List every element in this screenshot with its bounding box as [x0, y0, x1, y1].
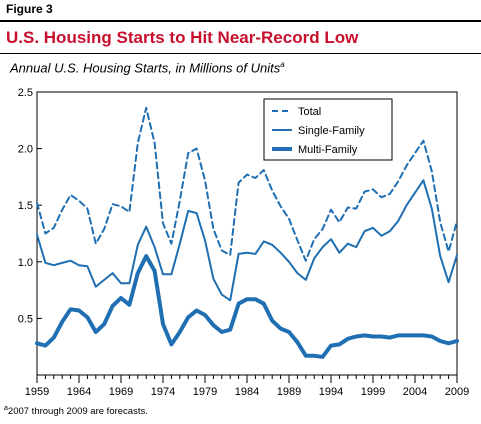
subtitle-text: Annual U.S. Housing Starts, in Millions … [10, 60, 281, 76]
footnote: a2007 through 2009 are forecasts. [4, 405, 148, 417]
title-rule [0, 53, 481, 54]
series-line-single-family [36, 179, 458, 302]
chart-legend: Total Single-Family Multi-Family [263, 98, 393, 161]
figure-label: Figure 3 [6, 2, 53, 16]
footnote-mark: a [4, 405, 8, 412]
x-tick-label: 1979 [193, 386, 217, 398]
subtitle-footnote-mark: a [280, 60, 285, 69]
top-rule [0, 20, 481, 22]
x-tick-label: 1959 [25, 386, 49, 398]
legend-label-total: Total [298, 106, 321, 118]
y-tick-label: 2.5 [18, 87, 33, 99]
x-tick-label: 1969 [109, 386, 133, 398]
x-tick-label: 2004 [403, 386, 427, 398]
x-tick-label: 1989 [277, 386, 301, 398]
x-tick-label: 1964 [67, 386, 91, 398]
footnote-text: 2007 through 2009 are forecasts. [7, 406, 148, 418]
y-tick-label: 2.0 [18, 144, 33, 156]
legend-label-multi-family: Multi-Family [298, 144, 358, 156]
chart-subtitle: Annual U.S. Housing Starts, in Millions … [10, 60, 285, 75]
x-tick-label: 1994 [319, 386, 343, 398]
x-tick-label: 1984 [235, 386, 259, 398]
y-tick-label: 0.5 [18, 313, 33, 325]
y-tick-label: 1.0 [18, 257, 33, 269]
y-tick-label: 1.5 [18, 200, 33, 212]
chart-title: U.S. Housing Starts to Hit Near-Record L… [6, 28, 359, 47]
x-tick-label: 2009 [445, 386, 469, 398]
x-tick-label: 1999 [361, 386, 385, 398]
x-tick-label: 1974 [151, 386, 175, 398]
series-line-total [36, 106, 458, 262]
chart-series [35, 106, 459, 359]
chart-axes: 0.5 1.0 1.5 2.0 2.5 1959 1964 1969 1974 1979 1984 1… [18, 87, 470, 398]
legend-label-single-family: Single-Family [298, 125, 365, 137]
plot-frame [36, 91, 458, 376]
series-line-multi-family [35, 254, 459, 359]
